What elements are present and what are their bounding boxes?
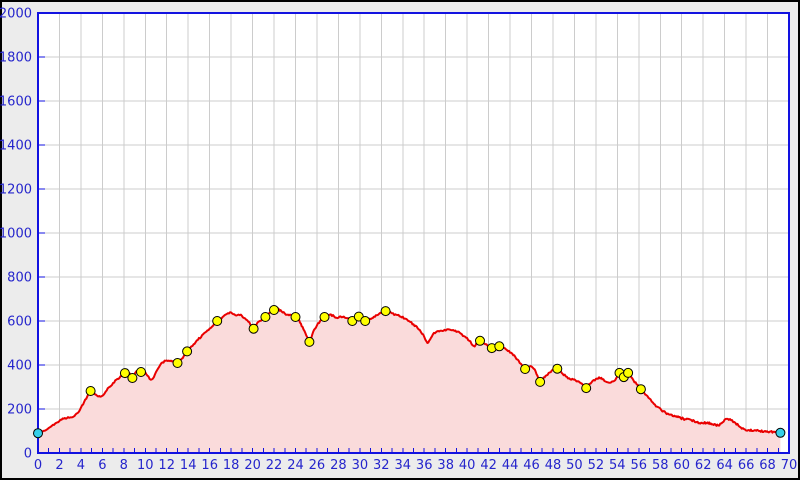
y-tick-label: 1600: [0, 95, 32, 110]
x-tick-label: 2: [55, 458, 63, 473]
waypoint-marker: [535, 376, 546, 387]
x-tick-label: 62: [695, 458, 712, 473]
waypoint-marker: [182, 346, 193, 357]
waypoint-marker: [269, 305, 279, 315]
x-tick-label: 22: [266, 458, 283, 473]
x-tick-label: 8: [120, 458, 128, 473]
waypoint-marker: [248, 323, 259, 334]
waypoint-marker: [360, 316, 371, 326]
x-tick-label: 38: [437, 458, 454, 473]
y-tick-label: 1800: [0, 51, 32, 66]
x-tick-label: 24: [287, 458, 304, 473]
x-tick-label: 70: [781, 458, 798, 473]
x-tick-label: 10: [137, 458, 154, 473]
elevation-line: [37, 307, 782, 435]
x-tick-label: 30: [352, 458, 369, 473]
waypoint-marker: [623, 367, 634, 378]
x-axis-ticks: [37, 448, 779, 453]
waypoint-marker: [136, 367, 146, 377]
waypoint-marker: [119, 368, 130, 379]
elevation-area: [38, 308, 781, 453]
x-tick-label: 44: [502, 458, 519, 473]
waypoint-marker: [172, 358, 183, 368]
waypoint-marker: [475, 335, 485, 346]
x-tick-label: 48: [545, 458, 562, 473]
waypoint-marker: [85, 386, 96, 396]
waypoint-marker: [581, 383, 592, 394]
waypoint-marker: [127, 373, 138, 383]
waypoint-marker: [635, 384, 646, 395]
y-axis-ticks: [38, 56, 45, 410]
x-axis-labels: 0 2 4 6 8 10 12 14 16 18 20 22 24 26 28 30 32 34 36 38 40 42 4…: [34, 458, 797, 473]
waypoint-markers: [85, 305, 646, 396]
x-tick-label: 66: [738, 458, 755, 473]
waypoint-marker: [380, 306, 391, 317]
x-tick-label: 36: [416, 458, 433, 473]
waypoint-marker: [304, 336, 315, 347]
x-tick-label: 52: [588, 458, 605, 473]
waypoint-marker: [212, 316, 223, 326]
x-tick-label: 0: [34, 458, 42, 473]
y-tick-label: 1000: [0, 227, 32, 242]
x-tick-label: 32: [373, 458, 390, 473]
waypoint-marker: [260, 312, 271, 322]
waypoint-marker: [319, 312, 330, 322]
x-tick-label: 68: [759, 458, 776, 473]
x-tick-label: 18: [223, 458, 240, 473]
endpoint-marker: [775, 427, 786, 438]
x-tick-label: 16: [201, 458, 218, 473]
x-tick-label: 20: [244, 458, 261, 473]
y-tick-label: 1400: [0, 139, 32, 154]
x-tick-label: 40: [459, 458, 476, 473]
x-tick-label: 6: [98, 458, 106, 473]
x-tick-label: 54: [609, 458, 626, 473]
x-tick-label: 50: [566, 458, 583, 473]
y-tick-label: 600: [7, 315, 32, 330]
y-tick-label: 0: [24, 447, 32, 462]
waypoint-marker: [290, 312, 301, 322]
gridlines: [38, 13, 789, 453]
x-tick-label: 58: [652, 458, 669, 473]
x-tick-label: 56: [631, 458, 648, 473]
y-axis-labels: 0 200 400 600 800 1000 1200 1400 1600 1800 2000: [0, 7, 32, 462]
waypoint-marker: [520, 364, 531, 374]
x-tick-label: 34: [395, 458, 412, 473]
x-tick-label: 46: [523, 458, 540, 473]
endpoint-marker: [33, 428, 43, 439]
x-tick-label: 26: [309, 458, 326, 473]
x-tick-label: 28: [330, 458, 347, 473]
waypoint-marker: [552, 363, 563, 374]
x-tick-label: 64: [716, 458, 733, 473]
x-tick-label: 12: [158, 458, 175, 473]
y-tick-label: 2000: [0, 7, 32, 22]
x-tick-label: 42: [480, 458, 497, 473]
y-tick-label: 200: [7, 403, 32, 418]
x-tick-label: 4: [77, 458, 85, 473]
endpoint-markers: [33, 427, 786, 439]
waypoint-marker: [494, 341, 505, 352]
x-tick-label: 14: [180, 458, 197, 473]
x-tick-label: 60: [673, 458, 690, 473]
y-tick-label: 1200: [0, 183, 32, 198]
y-tick-label: 400: [7, 359, 32, 374]
y-tick-label: 800: [7, 271, 32, 286]
